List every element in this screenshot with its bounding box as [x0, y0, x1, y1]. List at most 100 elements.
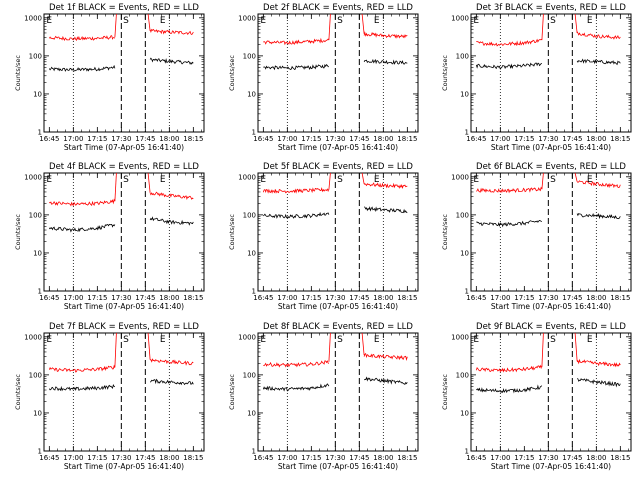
series-drop: [147, 172, 151, 193]
detector-panel: Det 9f BLACK = Events, RED = LLD 1 10 100 10…: [441, 322, 632, 471]
series-line: [149, 378, 194, 386]
x-tick-label: 18:15: [397, 294, 417, 302]
detector-panel: Det 3f BLACK = Events, RED = LLD 1 10 100 10…: [441, 3, 632, 152]
x-tick-label: 16:45: [39, 135, 59, 143]
x-tick-label: 17:30: [538, 294, 558, 302]
segment-marker: E: [160, 16, 166, 26]
series-line: [149, 57, 194, 65]
y-tick-label: 10: [460, 249, 469, 257]
x-tick-label: 17:00: [277, 294, 297, 302]
y-tick-label: 1000: [451, 333, 469, 341]
y-tick-label: 1000: [238, 333, 256, 341]
y-tick-label: 10: [460, 90, 469, 98]
segment-marker: E: [587, 16, 593, 26]
plot-frame: [257, 172, 419, 292]
y-tick-label: 1000: [451, 173, 469, 181]
x-tick-label: 16:45: [466, 454, 486, 462]
chart-title: Det 6f BLACK = Events, RED = LLD: [476, 162, 626, 172]
x-axis-label: Start Time (07-Apr-05 16:41:40): [278, 143, 398, 152]
x-tick-label: 17:15: [514, 294, 534, 302]
x-axis-label: Start Time (07-Apr-05 16:41:40): [64, 302, 184, 311]
y-tick-label: 1: [252, 288, 256, 296]
series-line: [263, 360, 330, 368]
y-tick-label: 1000: [24, 14, 42, 22]
y-tick-label: 1: [252, 129, 256, 137]
x-tick-label: 17:00: [277, 135, 297, 143]
x-tick-label: 17:45: [349, 135, 369, 143]
series-line: [475, 364, 543, 373]
series-drop: [361, 332, 365, 356]
plot-frame: [257, 332, 419, 452]
plot-frame: [43, 332, 205, 452]
y-tick-label: 10: [247, 409, 256, 417]
series-line: [363, 376, 408, 386]
series-drop: [147, 13, 151, 32]
series-line: [576, 358, 621, 368]
plot-frame: [257, 13, 419, 133]
series-line: [577, 378, 621, 388]
series-rise: [328, 332, 331, 362]
x-tick-label: 17:00: [277, 454, 297, 462]
segment-marker: E: [160, 335, 166, 345]
segment-marker: E: [46, 175, 52, 185]
detector-panel: Det 1f BLACK = Events, RED = LLD 1 10 100 10…: [14, 3, 205, 152]
segment-marker: S: [337, 16, 343, 26]
series-line: [363, 31, 408, 39]
x-axis-label: Start Time (07-Apr-05 16:41:40): [491, 143, 611, 152]
x-tick-label: 17:45: [135, 135, 155, 143]
x-tick-label: 17:15: [301, 294, 321, 302]
chart-title: Det 5f BLACK = Events, RED = LLD: [263, 162, 413, 172]
series-line: [476, 384, 543, 394]
segment-marker: S: [337, 335, 343, 345]
x-axis-label: Start Time (07-Apr-05 16:41:40): [278, 302, 398, 311]
x-tick-label: 17:45: [135, 294, 155, 302]
plot-frame: [470, 13, 632, 133]
segment-marker: E: [374, 16, 380, 26]
y-tick-label: 100: [243, 211, 256, 219]
series-rise: [114, 172, 117, 202]
series-line: [149, 191, 194, 200]
y-tick-label: 1000: [24, 333, 42, 341]
segment-marker: E: [46, 335, 52, 345]
y-axis-label: Counts/sec: [441, 374, 449, 410]
segment-marker: S: [337, 175, 343, 185]
y-tick-label: 1: [465, 288, 469, 296]
series-rise: [114, 13, 117, 38]
x-tick-label: 17:30: [325, 454, 345, 462]
y-tick-label: 100: [243, 52, 256, 60]
segment-marker: S: [123, 16, 129, 26]
x-tick-label: 16:45: [466, 135, 486, 143]
x-tick-label: 17:00: [490, 294, 510, 302]
y-axis-label: Counts/sec: [228, 214, 236, 250]
segment-marker: S: [550, 16, 556, 26]
series-rise: [541, 172, 544, 190]
segment-marker: S: [550, 335, 556, 345]
segment-marker: E: [374, 335, 380, 345]
y-axis-label: Counts/sec: [228, 55, 236, 91]
chart-title: Det 4f BLACK = Events, RED = LLD: [49, 162, 199, 172]
series-line: [262, 383, 330, 392]
x-tick-label: 16:45: [39, 294, 59, 302]
series-line: [363, 206, 408, 214]
series-rise: [541, 13, 544, 41]
series-line: [363, 182, 408, 190]
y-tick-label: 10: [33, 90, 42, 98]
x-tick-label: 17:45: [562, 454, 582, 462]
x-tick-label: 16:45: [253, 454, 273, 462]
x-tick-label: 18:15: [183, 135, 203, 143]
x-tick-label: 17:45: [562, 135, 582, 143]
y-tick-label: 1: [252, 448, 256, 456]
x-tick-label: 17:15: [87, 454, 107, 462]
detector-panel: Det 5f BLACK = Events, RED = LLD 1 10 100 10…: [228, 162, 419, 311]
x-tick-label: 17:30: [111, 454, 131, 462]
y-tick-label: 1000: [24, 173, 42, 181]
x-tick-label: 17:15: [514, 454, 534, 462]
x-tick-label: 17:30: [325, 294, 345, 302]
x-tick-label: 16:45: [253, 294, 273, 302]
x-tick-label: 17:15: [301, 135, 321, 143]
x-tick-label: 17:30: [538, 454, 558, 462]
x-tick-label: 17:30: [538, 135, 558, 143]
series-line: [262, 187, 330, 194]
series-rise: [328, 13, 331, 41]
segment-marker: E: [260, 16, 266, 26]
